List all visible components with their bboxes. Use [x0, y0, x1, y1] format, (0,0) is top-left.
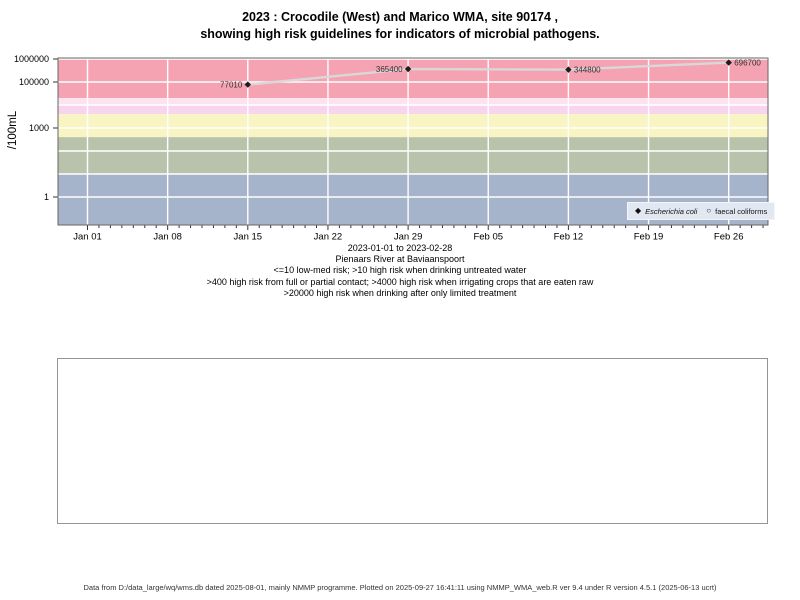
data-point: [565, 66, 572, 73]
risk-band: [58, 98, 768, 105]
data-point-label: 696700: [734, 58, 761, 67]
x-tick-label: Jan 01: [73, 232, 102, 243]
data-point-label: 344800: [574, 65, 601, 74]
y-tick-label: 1000000: [14, 54, 49, 64]
subtitle-station: Pienaars River at Baviaanspoort: [335, 254, 465, 265]
open-circle-icon: ○: [706, 206, 712, 215]
guideline-line-2: >400 high risk from full or partial cont…: [206, 276, 594, 287]
data-point: [725, 59, 732, 66]
footer-note: Data from D:/data_large/wq/wms.db dated …: [83, 583, 717, 592]
legend-label-ecoli: Escherichia coli: [645, 206, 698, 216]
filled-diamond-icon: ◆: [635, 206, 642, 215]
y-tick-label: 1000: [29, 123, 49, 133]
chart-title-line2: showing high risk guidelines for indicat…: [200, 27, 600, 41]
x-tick-label: Jan 08: [153, 232, 182, 243]
risk-band: [58, 58, 768, 99]
y-tick-label: 100000: [19, 77, 49, 87]
empty-panel: [57, 358, 768, 524]
x-tick-label: Feb 19: [634, 232, 664, 243]
x-tick-label: Feb 12: [554, 232, 584, 243]
chart-title-line1: 2023 : Crocodile (West) and Marico WMA, …: [242, 10, 558, 24]
x-tick-label: Jan 29: [394, 232, 423, 243]
guideline-line-3: >20000 high risk when drinking after onl…: [283, 287, 517, 298]
risk-band: [58, 137, 768, 174]
guideline-line-1: <=10 low-med risk; >10 high risk when dr…: [273, 265, 527, 276]
panel-border: [57, 57, 769, 226]
legend-label-faecal-coliforms: faecal coliforms: [715, 206, 768, 216]
x-tick-label: Jan 22: [314, 232, 343, 243]
subtitle-date-range: 2023-01-01 to 2023-02-28: [347, 243, 453, 253]
risk-band: [58, 114, 768, 138]
legend-item-ecoli: ◆ Escherichia coli: [635, 207, 697, 216]
legend-item-faecal-coliforms: ○ faecal coliforms: [706, 207, 767, 216]
data-series-line: [246, 61, 730, 86]
data-point-label: 365400: [376, 65, 403, 74]
risk-band: [58, 105, 768, 115]
x-tick-label: Feb 05: [473, 232, 503, 243]
plot-panel: 77010 365400 344800 696700 Jan 01 Jan 08 Jan 1…: [14, 54, 769, 243]
chart-plot: 77010 365400 344800 696700 Jan 01 Jan 08 Jan 1…: [14, 54, 769, 243]
chart-title: 2023 : Crocodile (West) and Marico WMA, …: [0, 9, 800, 43]
subtitle-block: 2023-01-01 to 2023-02-28 Pienaars River …: [0, 243, 800, 299]
data-point-label: 77010: [220, 80, 243, 89]
y-tick-label: 1: [44, 192, 49, 202]
x-tick-label: Jan 15: [234, 232, 263, 243]
data-point: [244, 81, 251, 88]
x-tick-label: Feb 26: [714, 232, 744, 243]
legend: ◆ Escherichia coli ○ faecal coliforms: [627, 202, 776, 220]
